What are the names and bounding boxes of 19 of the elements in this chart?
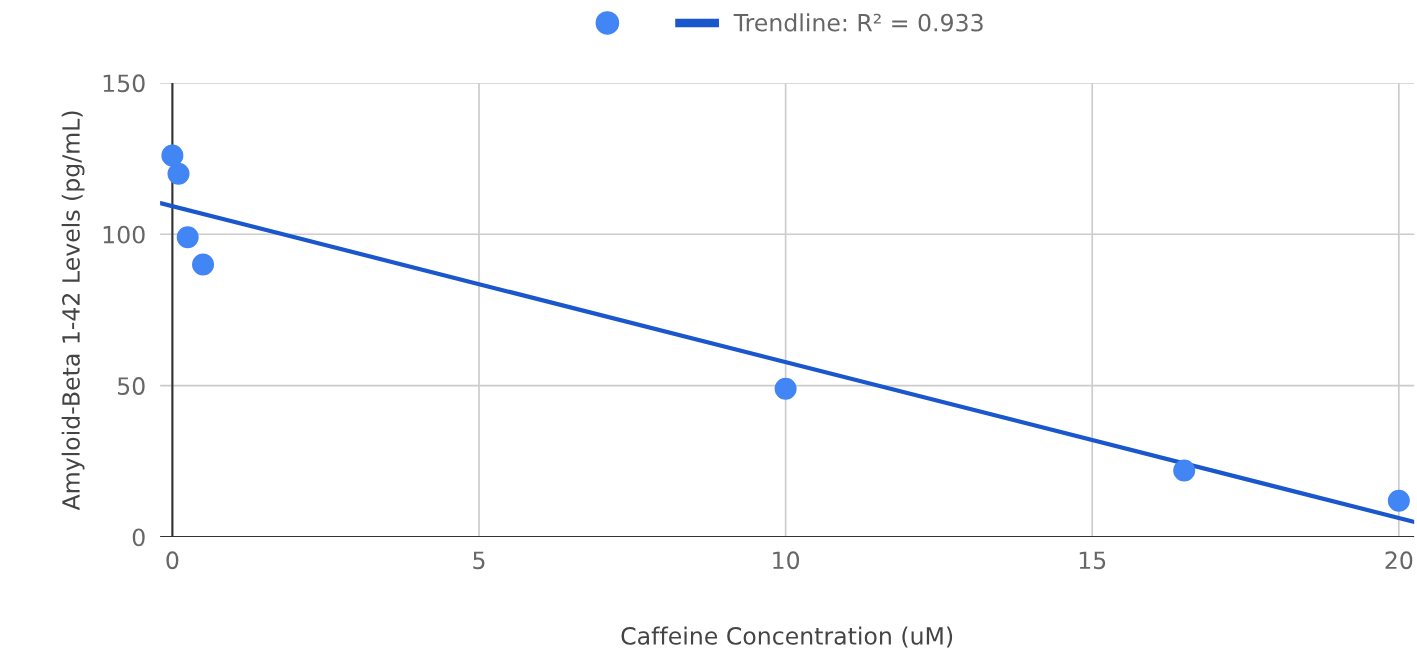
point [1387, 489, 1410, 512]
point [167, 162, 190, 185]
x-tick-label: 0 [166, 551, 179, 570]
x-axis-title: Caffeine Concentration (uM) [621, 626, 953, 648]
point [774, 377, 797, 400]
x-tick-label: 10 [773, 551, 800, 570]
y-tick-label: 0 [132, 528, 145, 547]
point [1173, 459, 1196, 482]
x-tick-label: 15 [1079, 551, 1106, 570]
y-tick-label: 150 [103, 74, 145, 93]
y-tick-label: 50 [118, 377, 145, 395]
point [192, 253, 215, 276]
point [161, 144, 184, 167]
x-tick-label: 5 [473, 551, 485, 570]
legend-label: Trendline: R² = 0.933 [733, 13, 983, 32]
y-tick-label: 100 [103, 225, 145, 244]
y-axis-title: Amyloid-Beta 1-42 Levels (pg/mL) [61, 111, 85, 511]
x-tick-label: 20 [1385, 551, 1413, 570]
point [176, 226, 199, 249]
